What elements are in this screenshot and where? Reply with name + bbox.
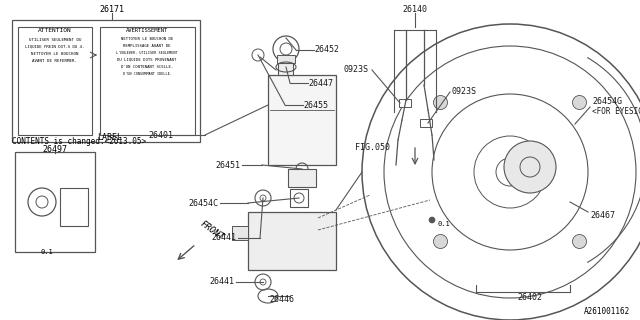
- Text: REMPLISSAGE AVANT DE: REMPLISSAGE AVANT DE: [124, 44, 171, 48]
- Text: <FOR EYESIGHT>: <FOR EYESIGHT>: [592, 108, 640, 116]
- Text: 26455: 26455: [303, 100, 328, 109]
- Circle shape: [429, 217, 435, 223]
- Text: 0923S: 0923S: [343, 66, 368, 75]
- Text: 26497: 26497: [42, 146, 67, 155]
- Text: D'UN CONTENANT SCELLE.: D'UN CONTENANT SCELLE.: [121, 65, 173, 69]
- Text: CONTENTS is changed.<2013.05>: CONTENTS is changed.<2013.05>: [12, 137, 146, 146]
- Bar: [420, 119, 432, 127]
- Bar: [248, 212, 336, 270]
- Text: AVERTISSEMENT: AVERTISSEMENT: [126, 28, 168, 34]
- Text: NETTOYER LE BOUCHON DE: NETTOYER LE BOUCHON DE: [121, 37, 173, 41]
- Bar: [12, 20, 200, 142]
- Text: 26402: 26402: [518, 293, 543, 302]
- Text: A261001162: A261001162: [584, 308, 630, 316]
- Text: AVANT DE REFERMER.: AVANT DE REFERMER.: [33, 59, 77, 63]
- Text: 26454C: 26454C: [188, 198, 218, 207]
- Text: 0.1: 0.1: [40, 249, 53, 255]
- Circle shape: [433, 235, 447, 249]
- Text: 26452: 26452: [314, 45, 339, 54]
- Text: 0923S: 0923S: [452, 87, 477, 97]
- Text: ATTENTION: ATTENTION: [38, 28, 72, 34]
- Bar: [277, 55, 295, 63]
- Text: LIQUIDE FREIN DOT.S DU 4.: LIQUIDE FREIN DOT.S DU 4.: [26, 45, 84, 49]
- Text: NETTOYER LE BOUCHON: NETTOYER LE BOUCHON: [31, 52, 79, 56]
- Bar: [15, 152, 95, 252]
- Text: LABEL: LABEL: [97, 132, 122, 141]
- Bar: [232, 226, 248, 240]
- Bar: [60, 188, 88, 226]
- Text: 26454G: 26454G: [592, 98, 622, 107]
- Text: 0.1: 0.1: [438, 221, 451, 227]
- Text: 26467: 26467: [590, 211, 615, 220]
- Text: 26171: 26171: [99, 5, 125, 14]
- Circle shape: [573, 235, 586, 249]
- Circle shape: [504, 141, 556, 193]
- Text: FRONT: FRONT: [198, 219, 225, 242]
- Bar: [100, 27, 195, 135]
- Text: FIG.050: FIG.050: [355, 143, 390, 153]
- Text: DU LIQUIDE DOTS PROVENANT: DU LIQUIDE DOTS PROVENANT: [117, 58, 177, 62]
- Text: 26451: 26451: [215, 161, 240, 170]
- Bar: [268, 75, 336, 165]
- Bar: [18, 27, 92, 135]
- Text: L'ENLEVER. UTILISER SEULEMENT: L'ENLEVER. UTILISER SEULEMENT: [116, 51, 178, 55]
- Text: D'UN CONSOMMANT IDELLE.: D'UN CONSOMMANT IDELLE.: [123, 72, 172, 76]
- Text: 26441: 26441: [211, 234, 236, 243]
- Bar: [290, 189, 308, 207]
- Text: 26446: 26446: [269, 295, 294, 305]
- Text: 26140: 26140: [403, 5, 428, 14]
- Text: UTILISER SEULEMENT DU: UTILISER SEULEMENT DU: [29, 38, 81, 42]
- Bar: [278, 63, 293, 75]
- Text: 26401: 26401: [148, 131, 173, 140]
- Bar: [399, 99, 411, 107]
- Bar: [288, 169, 316, 187]
- Circle shape: [433, 95, 447, 109]
- Text: 26441: 26441: [209, 277, 234, 286]
- Text: 26447: 26447: [308, 78, 333, 87]
- Circle shape: [573, 95, 586, 109]
